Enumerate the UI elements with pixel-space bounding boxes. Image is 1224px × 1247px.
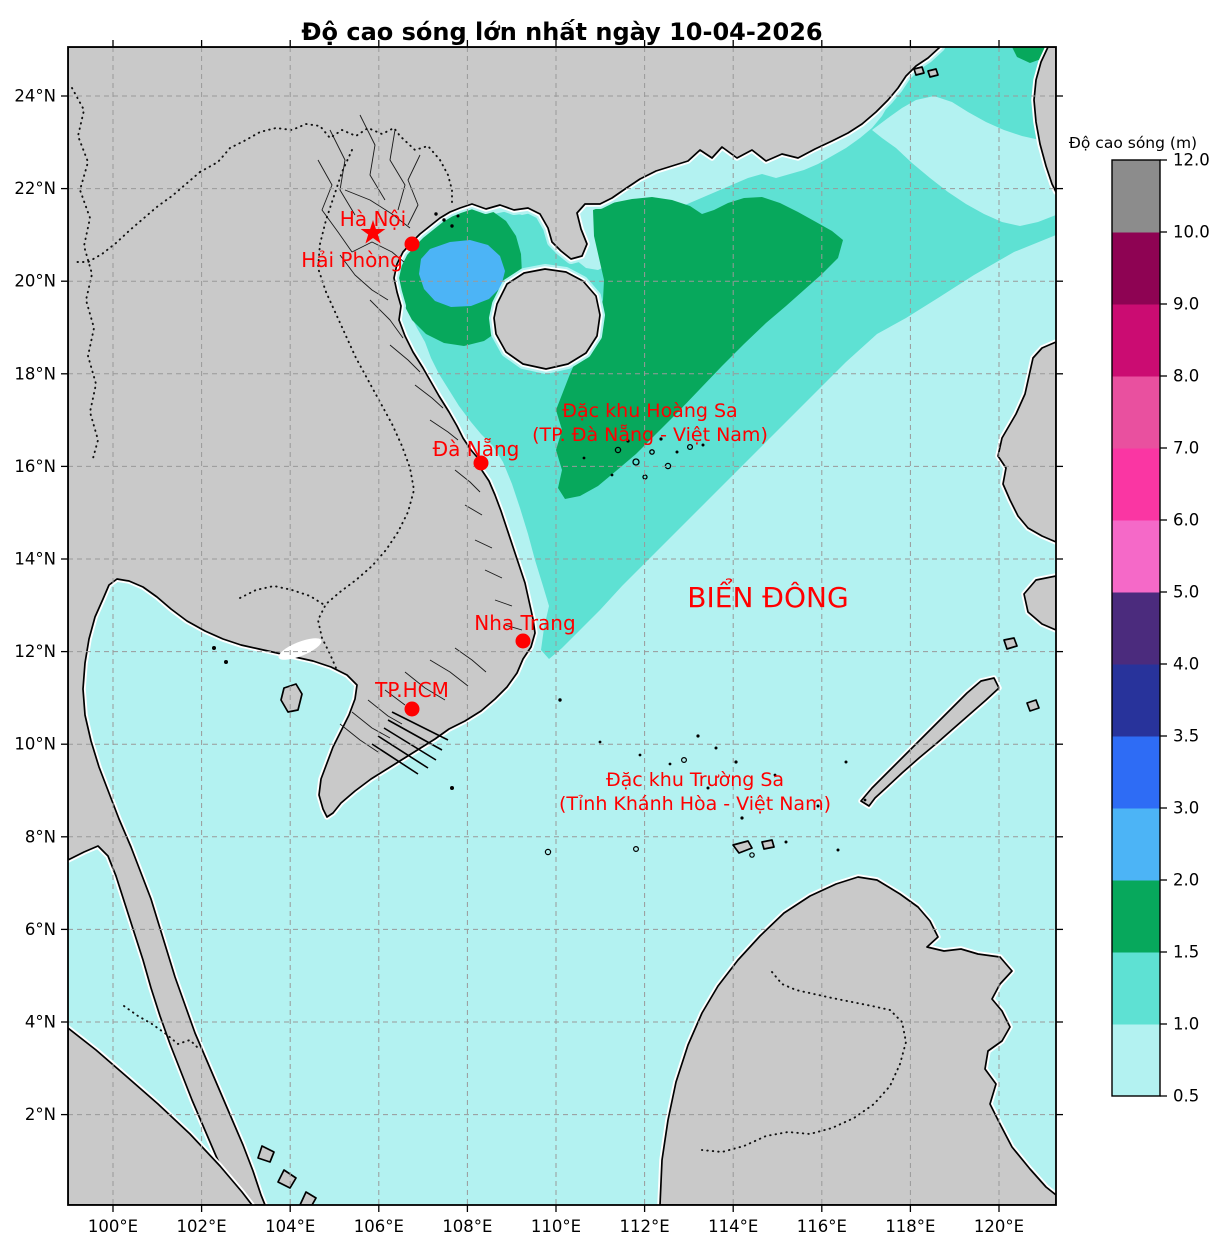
- wave-zone-2-3m-tonkin: [419, 240, 505, 307]
- luzon-island: [997, 341, 1056, 543]
- paracel-dots: [582, 437, 705, 477]
- sea-label-layer: Đặc khu Hoàng Sa(TP. Đà Nẵng - Việt Nam)…: [532, 400, 849, 815]
- bien-dong-label: BIỂN ĐÔNG: [687, 577, 848, 614]
- mindoro-island: [1023, 575, 1056, 631]
- map-area: Hà Nội Hải Phòng Đà Nẵng Nha Trang TP.HCM Đặ…: [68, 47, 1056, 1205]
- wave-zone-1p5-2m-offshore: [556, 197, 843, 499]
- x-tick-label: 102°E: [177, 1217, 227, 1236]
- colorbar-tick-label: 1.0: [1173, 1015, 1199, 1034]
- colorbar-segment: [1112, 160, 1160, 233]
- city-marker-da-nang: [473, 455, 489, 471]
- sumatra-island: [68, 1027, 253, 1205]
- wave-zone-1p5-2m-taiwan-strait: [1012, 47, 1048, 63]
- city-label-da-nang: Đà Nẵng: [433, 437, 520, 461]
- palawan-island: [860, 677, 1000, 807]
- y-tick-label: 6°N: [25, 920, 56, 939]
- hoang-sa-label: (TP. Đà Nẵng - Việt Nam): [532, 423, 768, 446]
- x-tick-label: 114°E: [708, 1217, 758, 1236]
- colorbar-tick-label: 12.0: [1173, 151, 1210, 170]
- taiwan-island: [1033, 47, 1056, 193]
- colorbar-tick-label: 3.0: [1173, 799, 1199, 818]
- figure-title: Độ cao sóng lớn nhất ngày 10-04-2026: [301, 18, 822, 46]
- colorbar-segment: [1112, 448, 1160, 521]
- colorbar-tick-label: 2.0: [1173, 871, 1199, 890]
- x-tick-label: 120°E: [974, 1217, 1024, 1236]
- y-tick-label: 18°N: [14, 364, 56, 383]
- colorbar-tick-label: 4.0: [1173, 655, 1199, 674]
- colorbar-tick-label: 0.5: [1173, 1087, 1199, 1106]
- x-tick-label: 100°E: [88, 1217, 138, 1236]
- colorbar-segment: [1112, 376, 1160, 449]
- y-tick-label: 20°N: [14, 272, 56, 291]
- city-layer: Hà Nội Hải Phòng Đà Nẵng Nha Trang TP.HCM: [301, 207, 576, 717]
- colorbar-segment: [1112, 304, 1160, 377]
- mainland-asia: [68, 47, 941, 1205]
- small-islands: [257, 66, 1040, 1205]
- colorbar-tick-label: 3.5: [1173, 727, 1199, 746]
- x-tick-label: 110°E: [531, 1217, 581, 1236]
- colorbar: 0.5 1.0 1.5 2.0 3.0 3.5 4.0 5.0 6.0 7.0 8.0 9.0 10.0…: [1111, 151, 1210, 1106]
- y-tick-label: 14°N: [14, 550, 56, 569]
- y-tick-label: 12°N: [14, 642, 56, 661]
- colorbar-segment: [1112, 664, 1160, 737]
- city-marker-star-ha-noi: [360, 220, 386, 244]
- colorbar-segment: [1112, 808, 1160, 881]
- borneo-island: [659, 876, 1056, 1205]
- colorbar-title: Độ cao sóng (m): [1069, 134, 1197, 152]
- x-tick-label: 116°E: [797, 1217, 847, 1236]
- colorbar-segment: [1112, 592, 1160, 665]
- colorbar-tick-label: 9.0: [1173, 295, 1199, 314]
- colorbar-tick-label: 7.0: [1173, 439, 1199, 458]
- tonle-sap-lake: [278, 638, 322, 660]
- colorbar-outline: [1111, 159, 1161, 1097]
- city-label-ha-noi: Hà Nội: [340, 207, 406, 231]
- y-tick-label: 2°N: [25, 1105, 56, 1124]
- colorbar-tick-label: 5.0: [1173, 583, 1199, 602]
- colorbar-tick-label: 6.0: [1173, 511, 1199, 530]
- map-frame: [67, 46, 1057, 1206]
- x-tick-label: 118°E: [885, 1217, 935, 1236]
- colorbar-segment: [1112, 520, 1160, 593]
- hainan-island: [493, 268, 601, 370]
- colorbar-segment: [1112, 736, 1160, 809]
- colorbar-segment: [1112, 880, 1160, 953]
- truong-sa-label: (Tỉnh Khánh Hòa - Việt Nam): [559, 793, 831, 815]
- country-borders-dotted: [71, 87, 907, 1153]
- x-tick-label: 108°E: [442, 1217, 492, 1236]
- y-tick-label: 4°N: [25, 1013, 56, 1032]
- colorbar-segment: [1112, 952, 1160, 1025]
- y-tick-label: 8°N: [25, 827, 56, 846]
- city-label-hai-phong: Hải Phòng: [301, 248, 403, 272]
- y-tick-label: 22°N: [14, 179, 56, 198]
- city-label-nha-trang: Nha Trang: [474, 611, 575, 635]
- y-tick-label: 10°N: [14, 735, 56, 754]
- x-tick-label: 112°E: [620, 1217, 670, 1236]
- axis-layer: 100°E 102°E 104°E 106°E 108°E 110°E 112°E 114°E…: [14, 40, 1063, 1236]
- spratly-islands: [544, 734, 867, 858]
- y-tick-label: 16°N: [14, 457, 56, 476]
- city-marker-hai-phong: [404, 236, 420, 252]
- coastal-islets: [212, 212, 562, 790]
- x-tick-label: 104°E: [265, 1217, 315, 1236]
- colorbar-segment: [1112, 1024, 1160, 1097]
- graticule: [68, 47, 1056, 1205]
- y-tick-label: 24°N: [14, 87, 56, 106]
- city-marker-nha-trang: [515, 633, 531, 649]
- province-borders: [317, 114, 523, 753]
- x-tick-label: 106°E: [354, 1217, 404, 1236]
- city-label-tp-hcm: TP.HCM: [374, 678, 449, 702]
- colorbar-segment: [1112, 232, 1160, 305]
- colorbar-tick-label: 8.0: [1173, 367, 1199, 386]
- wave-zone-ne-wedge-0p5-1m: [872, 96, 1056, 226]
- city-marker-tp-hcm: [404, 701, 420, 717]
- hoang-sa-label: Đặc khu Hoàng Sa: [562, 400, 737, 422]
- colorbar-tick-label: 10.0: [1173, 223, 1210, 242]
- colorbar-tick-label: 1.5: [1173, 943, 1199, 962]
- truong-sa-label: Đặc khu Trường Sa: [606, 769, 784, 791]
